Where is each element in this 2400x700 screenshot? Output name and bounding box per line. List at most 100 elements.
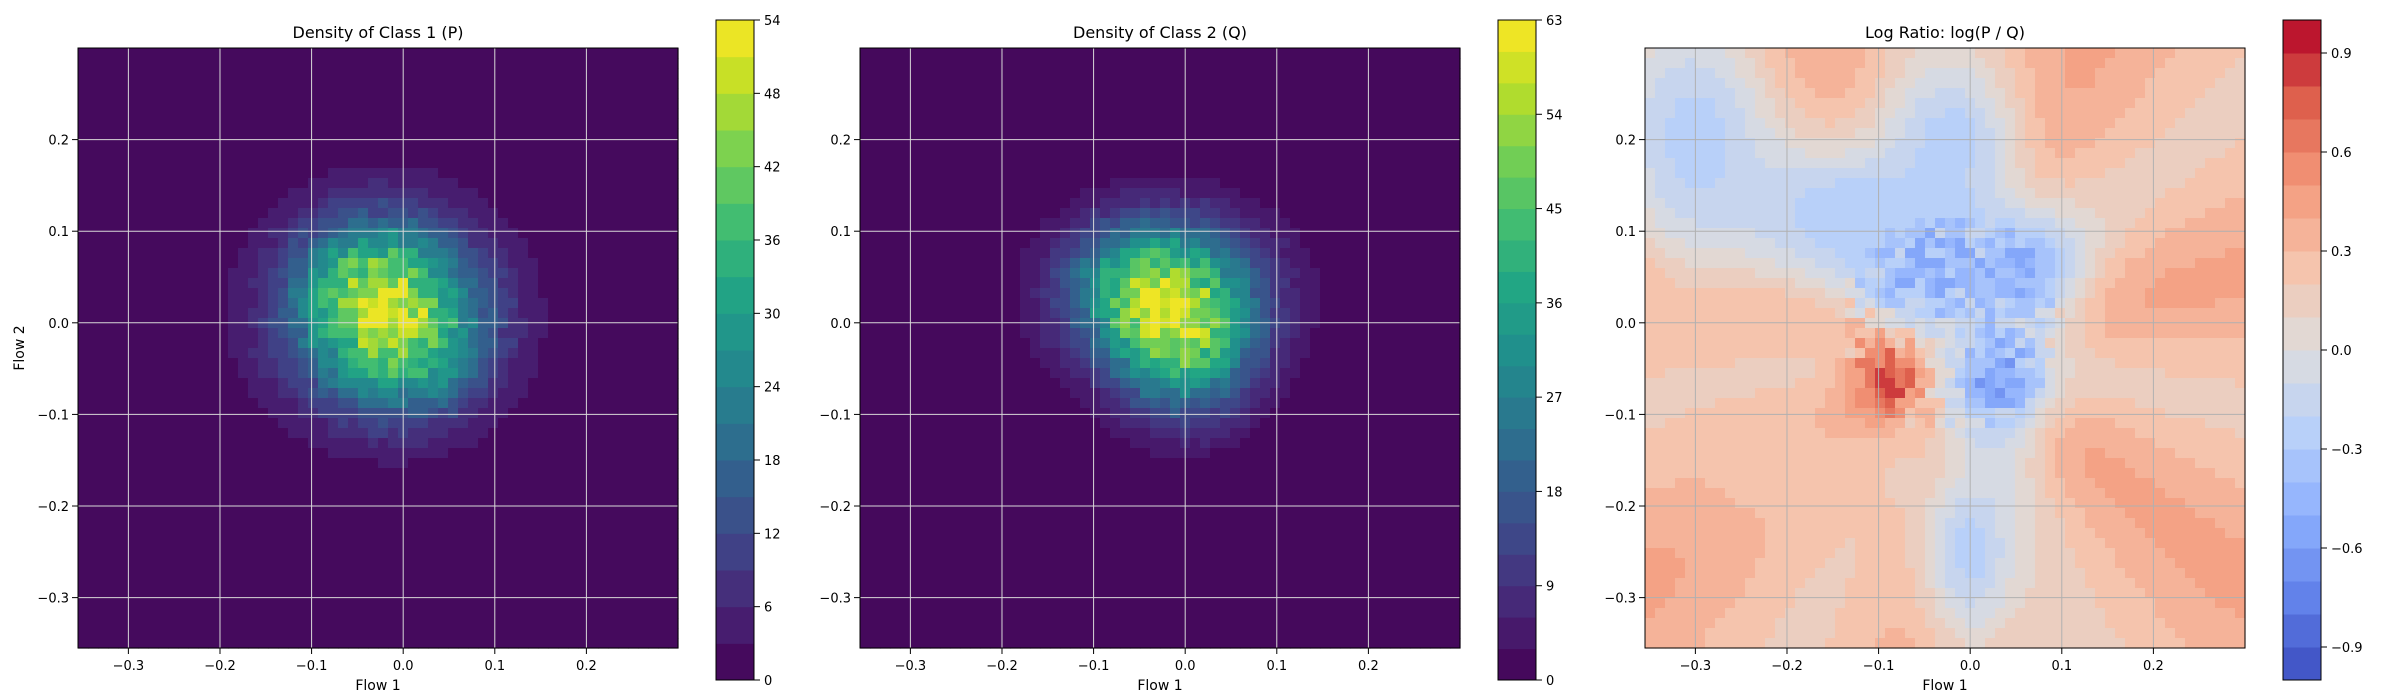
- heatmap-cell: [358, 548, 369, 559]
- heatmap-cell: [1020, 48, 1031, 59]
- heatmap-cell: [128, 198, 139, 209]
- heatmap-cell: [488, 78, 499, 89]
- heatmap-cell: [1070, 338, 1081, 349]
- heatmap-cell: [910, 458, 921, 469]
- heatmap-cell: [118, 128, 129, 139]
- heatmap-cell: [148, 508, 159, 519]
- heatmap-cell: [980, 488, 991, 499]
- heatmap-cell: [128, 58, 139, 69]
- heatmap-cell: [128, 588, 139, 599]
- heatmap-cell: [960, 308, 971, 319]
- heatmap-cell: [1060, 288, 1071, 299]
- heatmap-cell: [78, 348, 89, 359]
- heatmap-cell: [1060, 48, 1071, 59]
- heatmap-cell: [368, 268, 379, 279]
- heatmap-cell: [508, 568, 519, 579]
- heatmap-cell: [238, 178, 249, 189]
- heatmap-cell: [428, 198, 439, 209]
- heatmap-cell: [358, 458, 369, 469]
- heatmap-cell: [148, 138, 159, 149]
- heatmap-cell: [158, 128, 169, 139]
- heatmap-cell: [218, 528, 229, 539]
- heatmap-cell: [1020, 128, 1031, 139]
- colorbar-segment: [716, 130, 754, 168]
- heatmap-cell: [288, 298, 299, 309]
- heatmap-cell: [668, 538, 679, 549]
- heatmap-cell: [1060, 108, 1071, 119]
- heatmap-cell: [368, 78, 379, 89]
- heatmap-cell: [408, 328, 419, 339]
- heatmap-cell: [368, 128, 379, 139]
- heatmap-cell: [588, 338, 599, 349]
- heatmap-cell: [920, 368, 931, 379]
- heatmap-cell: [900, 278, 911, 289]
- heatmap-cell: [910, 158, 921, 169]
- heatmap-cell: [950, 448, 961, 459]
- heatmap-cell: [1040, 68, 1051, 79]
- heatmap-cell: [990, 178, 1001, 189]
- heatmap-cell: [238, 108, 249, 119]
- heatmap-cell: [298, 88, 309, 99]
- heatmap-cell: [458, 88, 469, 99]
- heatmap-cell: [128, 618, 139, 629]
- heatmap-cell: [880, 588, 891, 599]
- heatmap-cell: [930, 408, 941, 419]
- heatmap-cell: [198, 48, 209, 59]
- heatmap-cell: [268, 238, 279, 249]
- heatmap-cell: [318, 258, 329, 269]
- heatmap-cell: [588, 568, 599, 579]
- heatmap-cell: [178, 308, 189, 319]
- heatmap-cell: [910, 268, 921, 279]
- heatmap-cell: [388, 348, 399, 359]
- heatmap-cell: [78, 388, 89, 399]
- heatmap-cell: [618, 528, 629, 539]
- heatmap-cell: [638, 338, 649, 349]
- heatmap-cell: [168, 498, 179, 509]
- heatmap-cell: [258, 478, 269, 489]
- heatmap-cell: [588, 438, 599, 449]
- heatmap-cell: [1020, 538, 1031, 549]
- heatmap-cell: [658, 118, 669, 129]
- heatmap-cell: [930, 578, 941, 589]
- heatmap-cell: [538, 518, 549, 529]
- heatmap-cell: [990, 498, 1001, 509]
- heatmap-cell: [940, 348, 951, 359]
- heatmap-cell: [98, 438, 109, 449]
- heatmap-cell: [328, 198, 339, 209]
- heatmap-cell: [618, 148, 629, 159]
- heatmap-cell: [528, 408, 539, 419]
- heatmap-cell: [98, 498, 109, 509]
- heatmap-cell: [598, 568, 609, 579]
- heatmap-cell: [148, 428, 159, 439]
- heatmap-cell: [870, 388, 881, 399]
- heatmap-cell: [178, 408, 189, 419]
- heatmap-cell: [248, 438, 259, 449]
- heatmap-cell: [228, 98, 239, 109]
- heatmap-cell: [1060, 118, 1071, 129]
- heatmap-cell: [158, 78, 169, 89]
- heatmap-cell: [408, 348, 419, 359]
- heatmap-cell: [960, 428, 971, 439]
- heatmap-cell: [1030, 228, 1041, 239]
- heatmap-cell: [1010, 158, 1021, 169]
- heatmap-cell: [940, 418, 951, 429]
- heatmap-cell: [358, 588, 369, 599]
- heatmap-cell: [498, 398, 509, 409]
- heatmap-cell: [1010, 468, 1021, 479]
- heatmap-cell: [940, 408, 951, 419]
- heatmap-cell: [860, 58, 871, 69]
- heatmap-cell: [348, 308, 359, 319]
- heatmap-cell: [488, 548, 499, 559]
- heatmap-cell: [328, 378, 339, 389]
- heatmap-cell: [348, 388, 359, 399]
- heatmap-cell: [880, 388, 891, 399]
- heatmap-cell: [478, 538, 489, 549]
- heatmap-cell: [448, 478, 459, 489]
- heatmap-cell: [880, 358, 891, 369]
- heatmap-cell: [638, 188, 649, 199]
- heatmap-cell: [418, 78, 429, 89]
- heatmap-cell: [658, 488, 669, 499]
- heatmap-cell: [628, 478, 639, 489]
- heatmap-cell: [338, 138, 349, 149]
- heatmap-cell: [208, 488, 219, 499]
